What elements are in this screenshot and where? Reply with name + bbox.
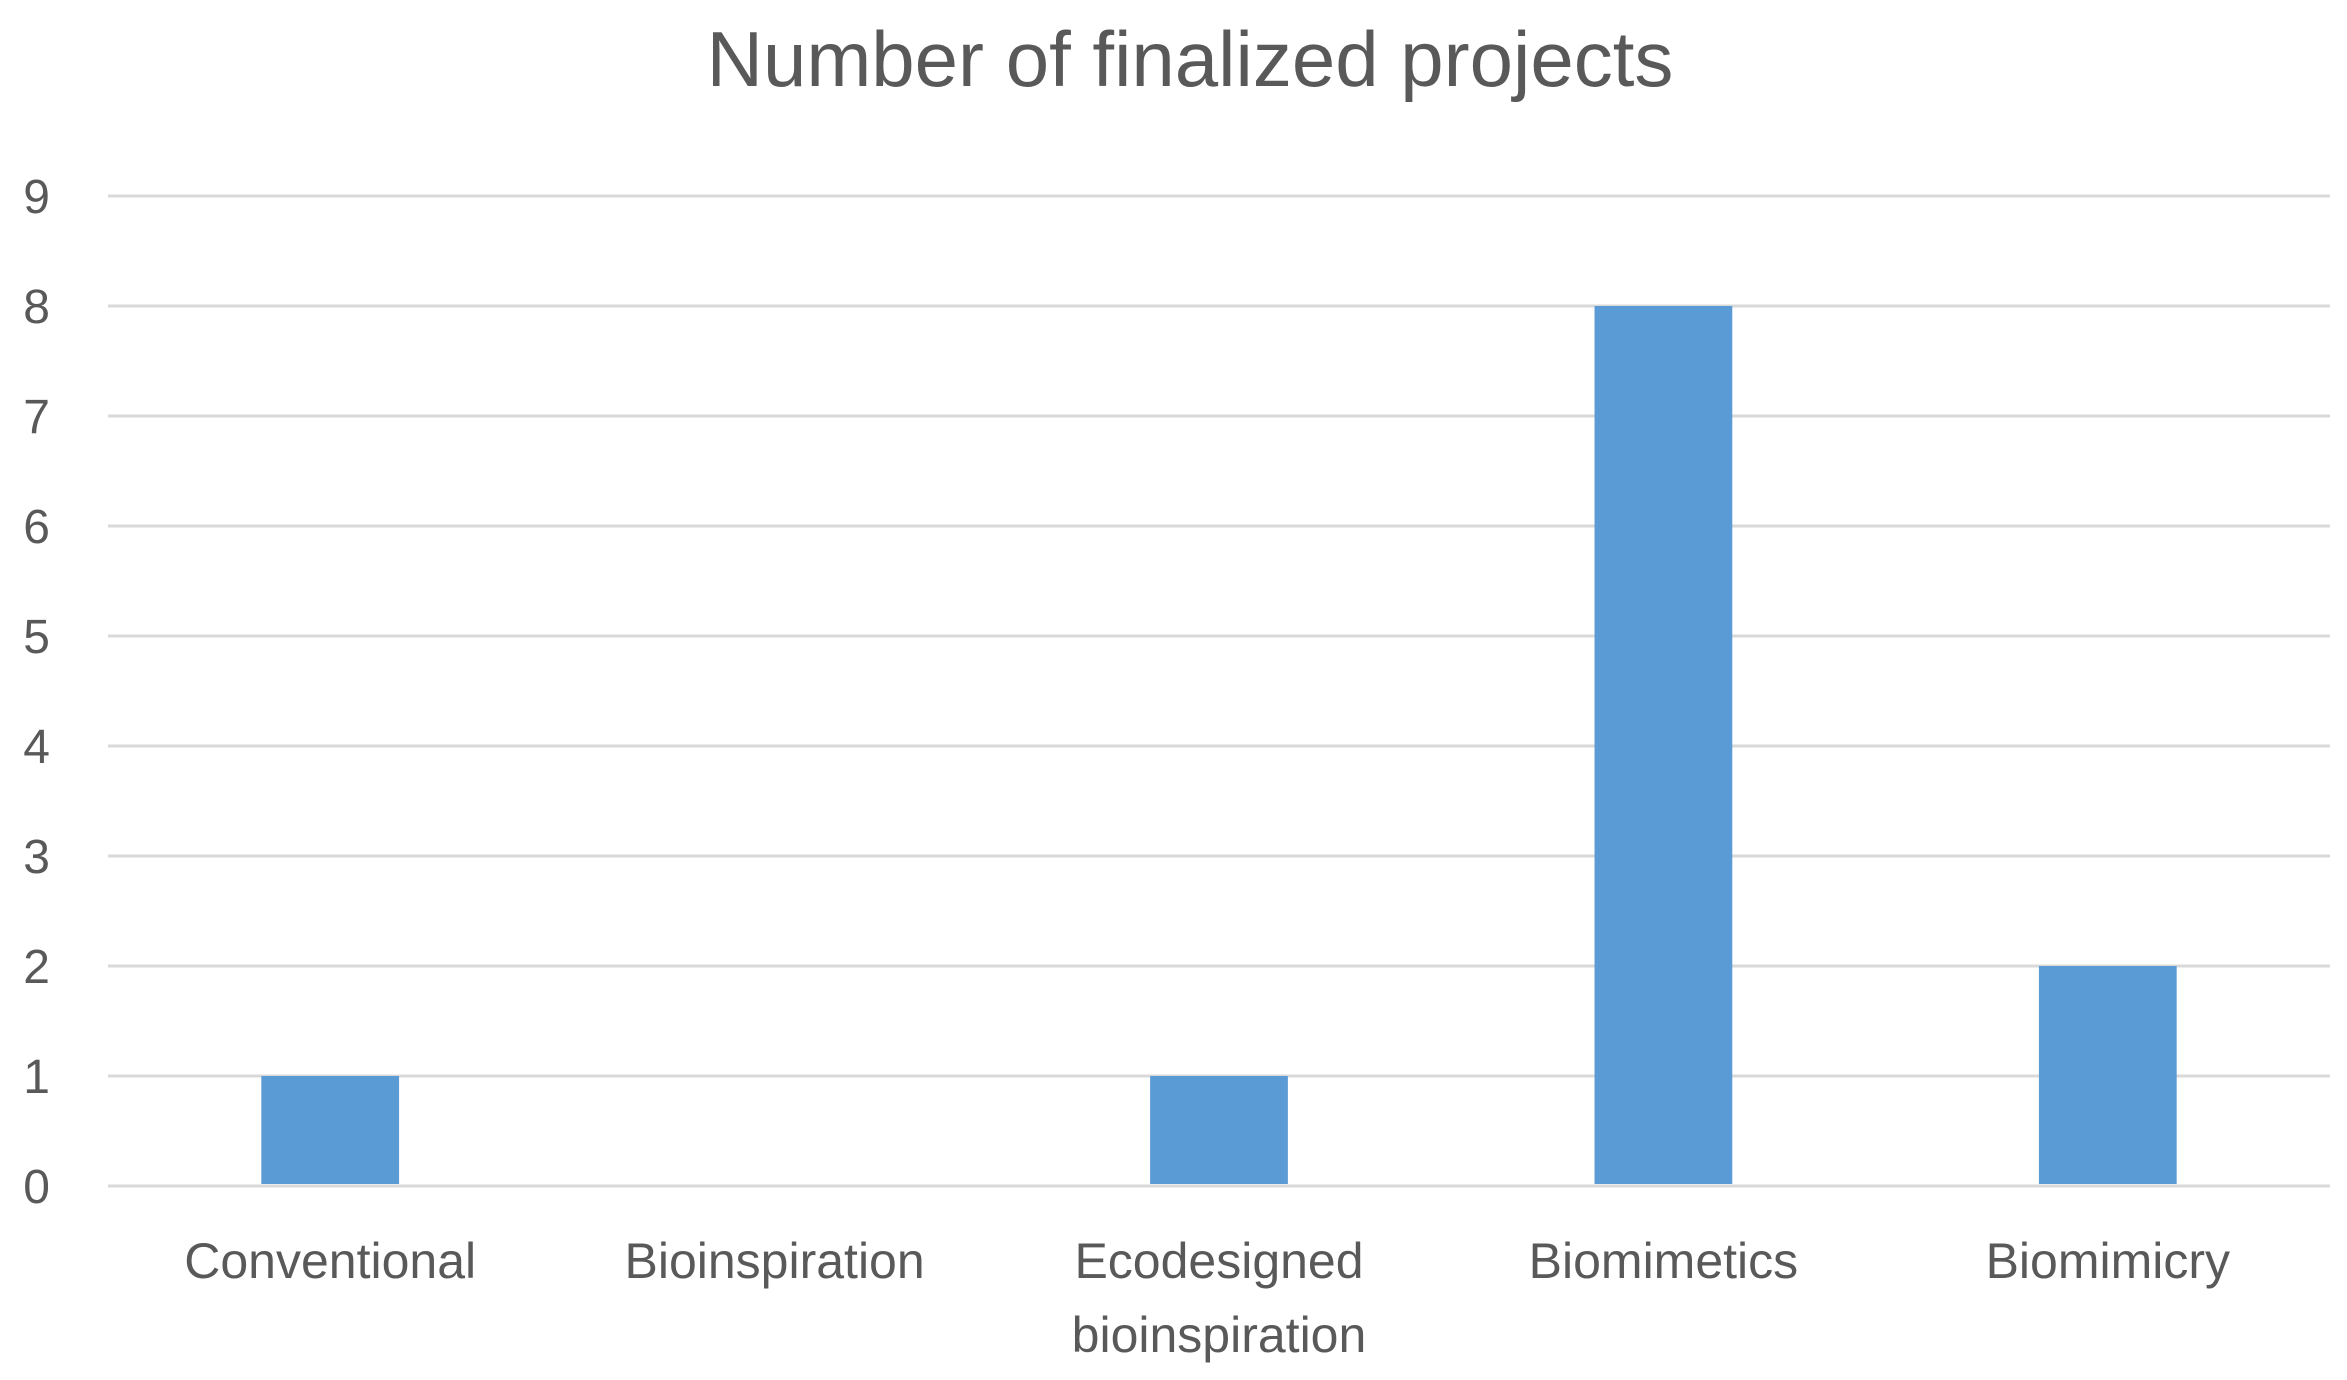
y-axis-ticks: 0 1 2 3 4 5 6 7 8 9 xyxy=(23,171,50,1214)
x-category-label: Ecodesigned bioinspiration xyxy=(1072,1233,1367,1363)
y-tick-label: 9 xyxy=(23,171,50,224)
y-tick-label: 1 xyxy=(23,1051,50,1104)
y-tick-label: 0 xyxy=(23,1161,50,1214)
bar-biomimicry xyxy=(2038,966,2177,1184)
x-category-label-line: Bioinspiration xyxy=(625,1233,925,1289)
y-tick-label: 2 xyxy=(23,941,50,994)
x-category-label-line: Biomimicry xyxy=(1986,1233,2230,1289)
y-tick-label: 8 xyxy=(23,281,50,334)
y-tick-label: 5 xyxy=(23,611,50,664)
bars xyxy=(261,306,2177,1184)
x-category-label: Biomimicry xyxy=(1986,1233,2230,1289)
x-category-label-line: Ecodesigned xyxy=(1074,1233,1363,1289)
y-tick-label: 7 xyxy=(23,391,50,444)
bar-conventional xyxy=(261,1076,400,1184)
y-tick-label: 3 xyxy=(23,831,50,884)
chart-title: Number of finalized projects xyxy=(707,15,1674,103)
x-category-label: Biomimetics xyxy=(1529,1233,1798,1289)
y-tick-label: 6 xyxy=(23,501,50,554)
x-axis-labels: Conventional Bioinspiration Ecodesigned bio… xyxy=(184,1233,2230,1363)
y-tick-label: 4 xyxy=(23,721,50,774)
bar-ecodesigned-bioinspiration xyxy=(1150,1076,1288,1184)
x-category-label-line: Conventional xyxy=(184,1233,476,1289)
gridlines xyxy=(108,194,2330,1188)
x-category-label-line: Biomimetics xyxy=(1529,1233,1798,1289)
x-category-label-line: bioinspiration xyxy=(1072,1307,1367,1363)
x-category-label: Conventional xyxy=(184,1233,476,1289)
x-category-label: Bioinspiration xyxy=(625,1233,925,1289)
bar-biomimetics xyxy=(1594,306,1733,1184)
